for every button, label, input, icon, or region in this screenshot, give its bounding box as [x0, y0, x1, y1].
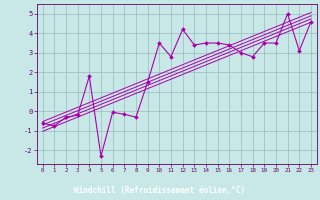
Text: Windchill (Refroidissement éolien,°C): Windchill (Refroidissement éolien,°C): [75, 186, 245, 195]
